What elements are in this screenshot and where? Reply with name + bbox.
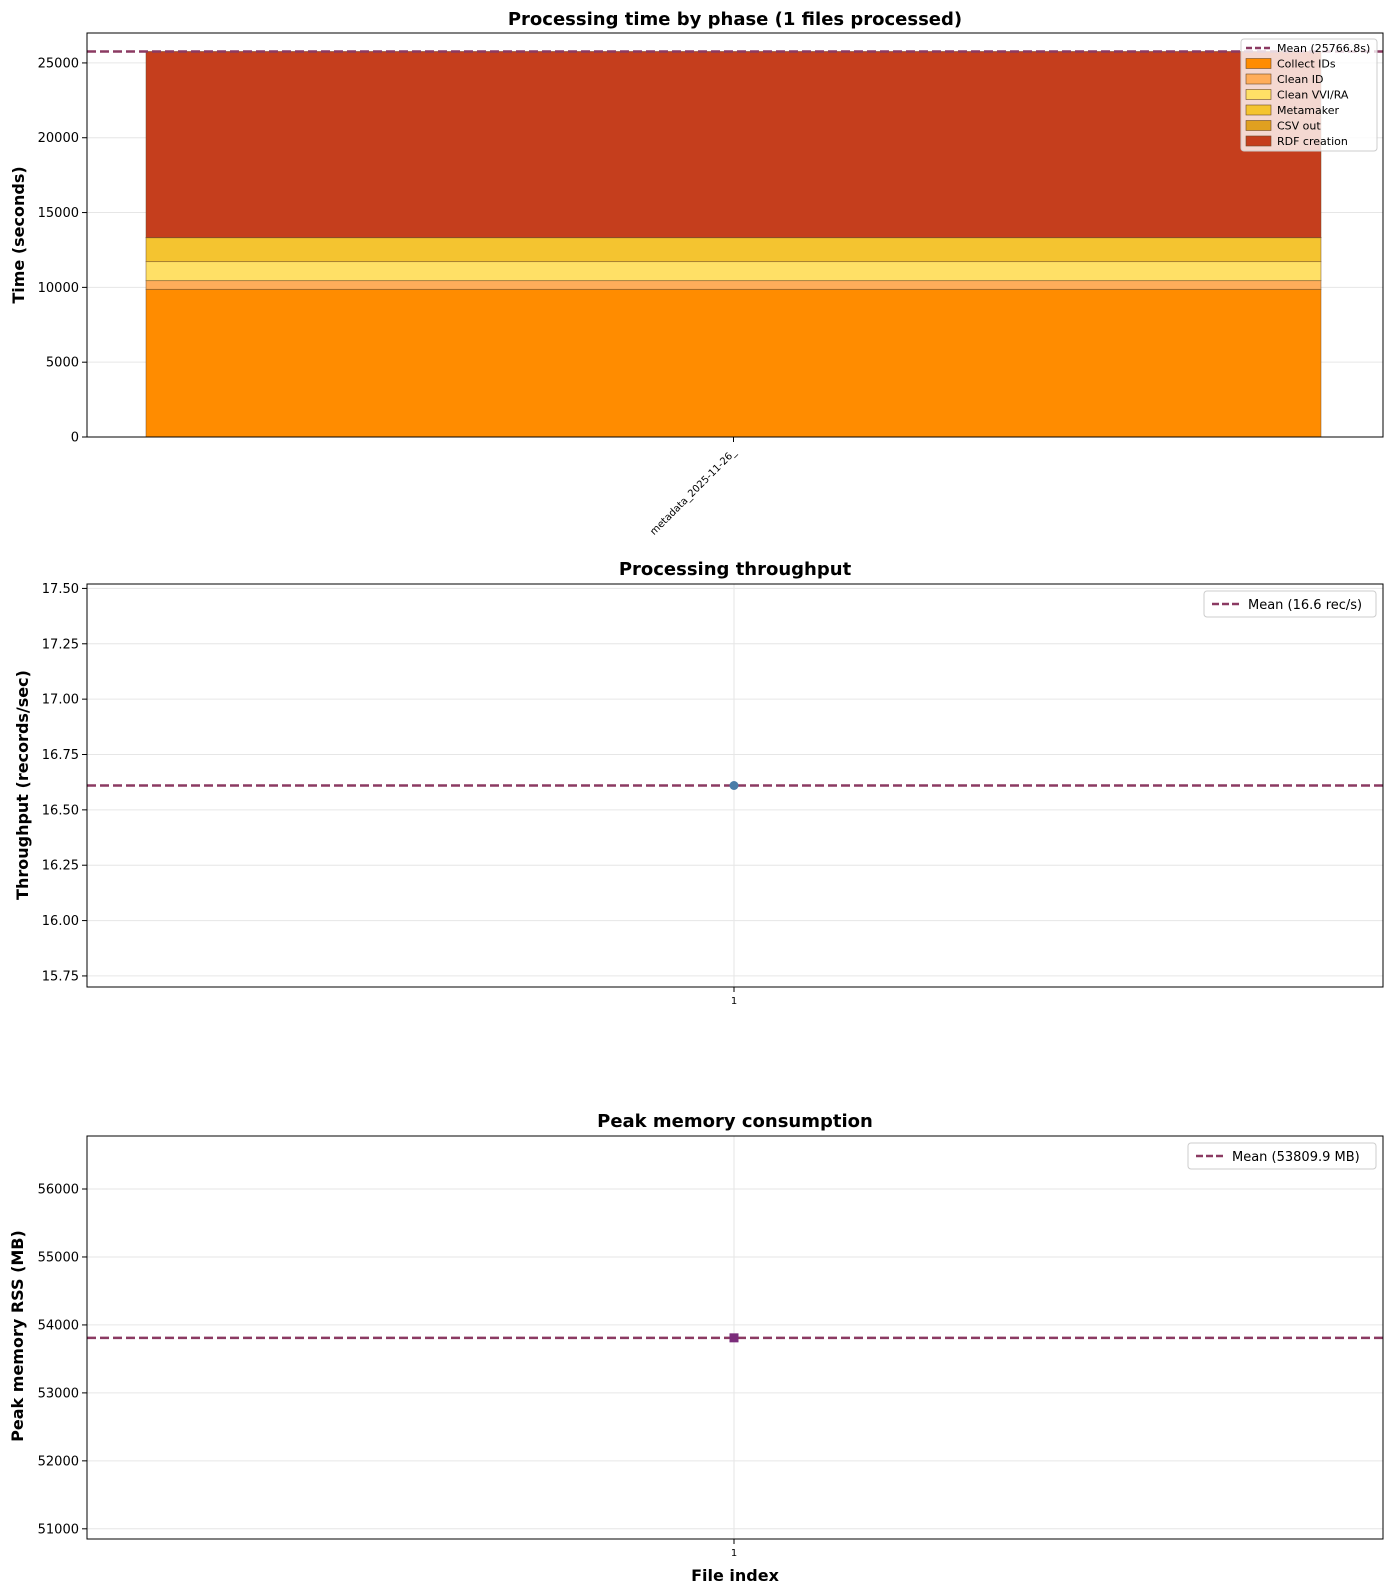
chart1-ytick-label: 0: [71, 431, 79, 446]
chart1-ytick-label: 20000: [38, 131, 79, 146]
chart1-ylabel: Time (seconds): [9, 166, 28, 303]
chart1-ytick-label: 15000: [38, 206, 79, 221]
chart3-ytick-label: 51000: [38, 1522, 79, 1537]
chart1-xtick-label: metadata_2025-11-26_: [648, 447, 739, 538]
chart1-bar-segment: [145, 288, 1322, 438]
chart1-bar-segment: [145, 237, 1322, 263]
chart2-ytick-label: 15.75: [42, 969, 79, 984]
chart1-legend-mean-label: Mean (25766.8s): [1277, 42, 1370, 55]
chart3-xticks: 1: [731, 1539, 737, 1559]
chart2-legend-mean-label: Mean (16.6 rec/s): [1248, 598, 1362, 613]
chart3-ytick-label: 55000: [38, 1250, 79, 1265]
chart1-bar-segment: [145, 261, 1322, 282]
chart1-legend-swatch: [1245, 89, 1272, 100]
throughput-chart: Processing throughput Throughput (record…: [13, 559, 1384, 1007]
chart2-ytick-label: 16.50: [42, 803, 79, 818]
chart1-legend-label: Metamaker: [1277, 104, 1340, 117]
chart2-xtick-label: 1: [731, 996, 737, 1007]
chart1-yticks: 0 5000 10000 15000 20000 25000: [38, 56, 87, 446]
chart2-ytick-label: 16.25: [42, 859, 79, 874]
chart2-ytick-label: 17.00: [42, 693, 79, 708]
chart1-xticks: metadata_2025-11-26_: [648, 437, 739, 538]
chart1-bar-segment: [145, 51, 1322, 238]
processing-time-chart: Processing time by phase (1 files proces…: [9, 9, 1384, 538]
chart2-ylabel: Throughput (records/sec): [13, 670, 32, 900]
chart1-legend: Mean (25766.8s) Collect IDs Clean ID Clean …: [1240, 38, 1378, 152]
chart1-bar-segment: [145, 280, 1322, 290]
chart3-grid: [87, 1136, 1383, 1539]
chart1-axes-frame: [86, 32, 1384, 438]
chart2-ytick-label: 17.50: [42, 582, 79, 597]
chart1-legend-swatch: [1245, 73, 1272, 85]
chart1-legend-label: Collect IDs: [1277, 58, 1336, 71]
chart3-ytick-label: 53000: [38, 1386, 79, 1401]
chart1-ytick-label: 10000: [38, 281, 79, 296]
chart1-legend-swatch: [1245, 104, 1272, 116]
chart1-legend-label: Clean VVI/RA: [1277, 89, 1349, 102]
chart2-yticks: 15.75 16.00 16.25 16.50 16.75 17.00 17.25 17.50: [42, 582, 87, 984]
chart1-legend-swatch: [1245, 58, 1272, 69]
chart3-title: Peak memory consumption: [597, 1111, 873, 1132]
chart1-legend-label: CSV out: [1277, 120, 1321, 133]
chart2-point: [729, 781, 739, 790]
chart2-ytick-label: 16.00: [42, 914, 79, 929]
chart1-ytick-label: 5000: [46, 356, 79, 371]
chart3-axes-frame: [86, 1135, 1384, 1540]
chart3-yticks: 51000 52000 53000 54000 55000 56000: [38, 1183, 87, 1537]
chart1-legend-label: RDF creation: [1277, 135, 1348, 148]
chart3-xtick-label: 1: [731, 1548, 737, 1559]
memory-chart: Peak memory consumption Peak memory RSS …: [8, 1111, 1384, 1585]
chart3-legend-mean-label: Mean (53809.9 MB): [1232, 1150, 1360, 1165]
chart2-grid: [87, 584, 1383, 987]
chart3-ytick-label: 56000: [38, 1183, 79, 1198]
chart2-legend-box: [1203, 590, 1377, 618]
chart2-title: Processing throughput: [619, 559, 852, 580]
chart1-legend-swatch: [1245, 135, 1272, 147]
chart3-ytick-label: 52000: [38, 1454, 79, 1469]
chart1-ytick-label: 25000: [38, 56, 79, 71]
chart1-bars: [145, 51, 1322, 438]
chart2-ytick-label: 16.75: [42, 748, 79, 763]
chart2-ytick-label: 17.25: [42, 637, 79, 652]
chart2-axes-frame: [86, 583, 1384, 988]
chart3-points: [729, 1333, 739, 1343]
chart2-points: [729, 781, 739, 790]
chart1-legend-box: [1240, 38, 1378, 152]
chart2-xticks: 1: [731, 987, 737, 1007]
chart1-title: Processing time by phase (1 files proces…: [508, 9, 962, 30]
chart2-legend: Mean (16.6 rec/s): [1203, 590, 1377, 618]
chart1-legend-swatch: [1245, 120, 1272, 131]
chart1-legend-label: Clean ID: [1277, 73, 1323, 86]
chart3-ytick-label: 54000: [38, 1318, 79, 1333]
chart3-xlabel: File index: [691, 1566, 780, 1585]
chart3-ylabel: Peak memory RSS (MB): [8, 1230, 27, 1442]
chart3-legend-box: [1187, 1142, 1377, 1170]
chart3-legend: Mean (53809.9 MB): [1187, 1142, 1377, 1170]
chart3-point: [729, 1333, 739, 1343]
